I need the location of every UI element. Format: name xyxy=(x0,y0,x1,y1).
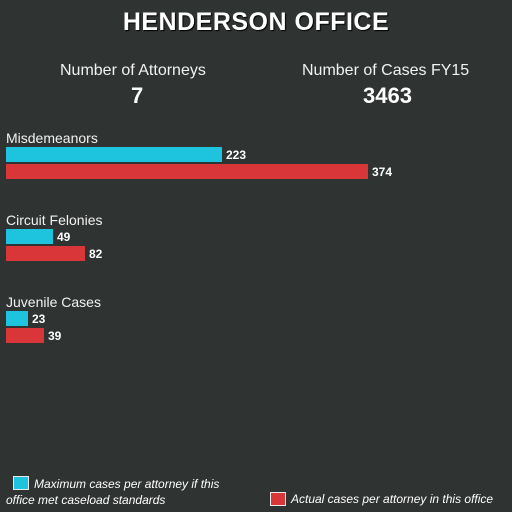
bar-actual-juvenile-cases xyxy=(6,328,44,343)
bar-actual-misdemeanors xyxy=(6,164,368,179)
category-label-circuit-felonies: Circuit Felonies xyxy=(6,212,103,228)
category-label-misdemeanors: Misdemeanors xyxy=(6,130,98,146)
attorneys-value: 7 xyxy=(131,83,144,108)
legend-swatch-actual xyxy=(270,492,286,506)
cases-value: 3463 xyxy=(363,83,412,108)
legend-swatch-max xyxy=(13,476,29,490)
cases-label: Number of Cases FY15 xyxy=(302,62,470,79)
chart-title: HENDERSON OFFICE xyxy=(122,8,390,36)
legend-max-line2: office met caseload standards xyxy=(6,493,166,507)
bar-value-actual-circuit-felonies: 82 xyxy=(89,247,103,261)
bar-value-actual-misdemeanors: 374 xyxy=(372,165,393,179)
attorneys-label: Number of Attorneys xyxy=(60,62,206,79)
bar-actual-circuit-felonies xyxy=(6,246,85,261)
legend-actual: Actual cases per attorney in this office xyxy=(291,492,494,506)
bar-max-juvenile-cases xyxy=(6,311,28,326)
bar-value-max-circuit-felonies: 49 xyxy=(57,230,71,244)
bar-value-max-misdemeanors: 223 xyxy=(226,148,247,162)
category-label-juvenile-cases: Juvenile Cases xyxy=(6,294,101,310)
bar-max-circuit-felonies xyxy=(6,229,53,244)
legend-max-line1: Maximum cases per attorney if this xyxy=(34,477,220,491)
bar-value-actual-juvenile-cases: 39 xyxy=(48,329,62,343)
bar-max-misdemeanors xyxy=(6,147,222,162)
bar-value-max-juvenile-cases: 23 xyxy=(32,312,46,326)
